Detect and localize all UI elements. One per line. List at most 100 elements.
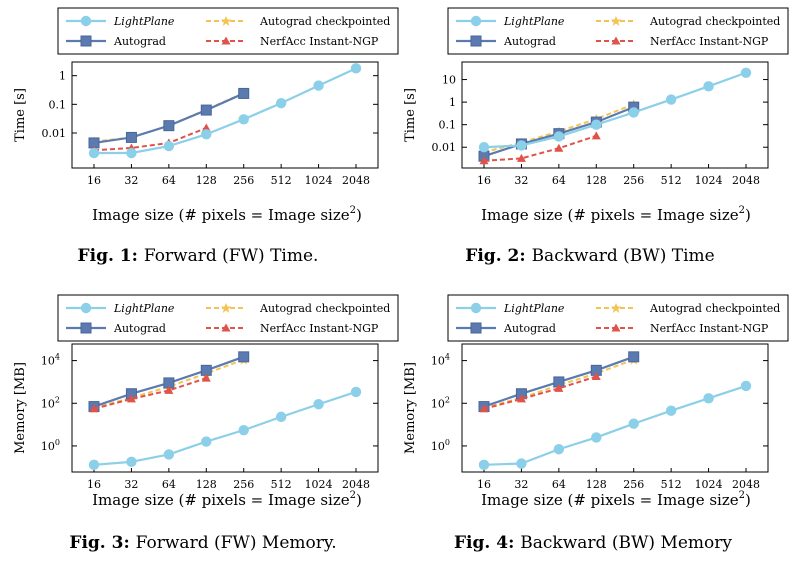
x-tick-label: 32 [514, 174, 528, 187]
series-line-lightplane [483, 71, 747, 149]
data-point-nerfacc [591, 131, 601, 140]
y-tick-exponent: 2 [55, 395, 60, 404]
data-point-lightplane [313, 399, 324, 410]
x-axis-label: Image size (# pixels = Image size2) [92, 205, 362, 224]
x-tick-label: 1024 [305, 174, 333, 187]
data-point-nerfacc [554, 383, 564, 392]
legend-label-nerfacc: NerfAcc Instant-NGP [260, 35, 379, 48]
data-point-lightplane [553, 131, 565, 142]
x-axis-label: Image size (# pixels = Image size2) [92, 490, 362, 509]
y-tick-label: 100 [41, 438, 60, 453]
y-tick-exponent: 0 [445, 438, 450, 447]
chart-panel-fw-memory: LightPlane Autograd checkpointed Autograd N… [13, 294, 399, 553]
legend-box [57, 294, 399, 342]
data-point-lightplane [591, 432, 602, 443]
legend-box [447, 7, 789, 55]
data-point-nerfacc [126, 394, 136, 403]
series-line-nerfacc [483, 134, 597, 162]
legend: LightPlane Autograd checkpointed Autograd N… [57, 7, 399, 55]
data-point-lightplane [126, 456, 137, 468]
legend-marker-autograd_checkpointed [611, 16, 621, 26]
data-point-lightplane [238, 424, 249, 436]
series-line-autograd [93, 92, 245, 145]
y-tick-label: 1 [449, 96, 456, 109]
x-tick-label: 1024 [695, 478, 723, 491]
legend-label-autograd_checkpointed: Autograd checkpointed [259, 302, 390, 315]
legend-marker-nerfacc [221, 36, 231, 45]
legend-marker-autograd_checkpointed [611, 303, 621, 313]
data-point-lightplane [201, 436, 212, 447]
data-point-nerfacc [554, 143, 564, 152]
legend-marker-autograd [470, 322, 482, 334]
y-axis-label: Memory [MB] [403, 362, 418, 454]
data-point-lightplane [88, 147, 100, 159]
series-autograd [88, 87, 250, 149]
legend-marker-autograd_checkpointed [221, 16, 231, 26]
x-tick-label: 2048 [342, 478, 370, 491]
series-line-nerfacc [483, 375, 597, 410]
data-point-lightplane [478, 459, 490, 471]
data-point-autograd [628, 351, 640, 363]
x-tick-label: 512 [271, 174, 292, 187]
figure-caption: Fig. 3: Forward (FW) Memory. [69, 533, 336, 553]
x-tick-label: 128 [586, 478, 607, 491]
x-tick-label: 512 [271, 478, 292, 491]
series-autograd_checkpointed [89, 87, 249, 147]
series-lightplane [478, 67, 752, 153]
data-point-lightplane [740, 67, 752, 78]
x-tick-label: 128 [586, 174, 607, 187]
data-point-lightplane [740, 380, 752, 392]
legend-label-nerfacc: NerfAcc Instant-NGP [260, 322, 379, 335]
data-point-lightplane [665, 94, 677, 105]
data-point-lightplane [628, 418, 639, 429]
y-tick-label: 100 [431, 438, 450, 453]
y-axis-label: Memory [MB] [13, 362, 28, 454]
x-tick-label: 16 [87, 478, 101, 491]
data-point-lightplane [703, 393, 714, 404]
x-tick-label: 1024 [305, 478, 333, 491]
series-autograd [88, 351, 250, 413]
legend-marker-lightplane [80, 302, 92, 314]
legend-marker-autograd [80, 35, 92, 47]
x-tick-label: 2048 [732, 174, 760, 187]
x-tick-label: 256 [233, 174, 254, 187]
data-point-lightplane [275, 97, 287, 109]
figure-caption: Fig. 2: Backward (BW) Time [465, 246, 714, 266]
data-point-autograd [125, 131, 137, 143]
legend-marker-lightplane [470, 302, 482, 314]
data-point-lightplane [88, 459, 100, 471]
series-line-lightplane [94, 67, 357, 155]
data-point-lightplane [553, 444, 565, 455]
data-point-nerfacc [201, 123, 211, 132]
legend-marker-autograd_checkpointed [221, 303, 231, 313]
y-tick-exponent: 4 [445, 353, 450, 362]
x-tick-label: 16 [477, 478, 491, 491]
y-tick-label: 0.1 [439, 119, 457, 132]
data-point-autograd [238, 87, 250, 99]
plot-frame [461, 61, 769, 169]
legend-marker-lightplane [80, 15, 92, 27]
legend-label-autograd: Autograd [113, 35, 166, 48]
y-tick-label: 0.01 [42, 127, 67, 140]
series-lightplane [88, 63, 362, 159]
data-point-autograd [238, 351, 250, 363]
data-point-nerfacc [201, 373, 211, 382]
data-point-nerfacc [164, 385, 174, 394]
series-line-nerfacc [93, 127, 207, 152]
data-point-lightplane [665, 405, 677, 416]
legend-label-autograd: Autograd [503, 35, 556, 48]
data-point-lightplane [703, 81, 714, 92]
legend-label-lightplane: LightPlane [113, 302, 175, 315]
legend-label-nerfacc: NerfAcc Instant-NGP [650, 322, 769, 335]
data-point-lightplane [478, 142, 490, 153]
series-line-nerfacc [93, 377, 207, 410]
plot-frame [71, 61, 379, 169]
y-tick-exponent: 0 [55, 438, 60, 447]
y-tick-label: 0.1 [49, 98, 67, 111]
data-point-lightplane [126, 147, 137, 159]
x-tick-label: 256 [233, 478, 254, 491]
data-point-nerfacc [479, 156, 489, 165]
series-nerfacc [479, 131, 601, 165]
y-tick-exponent: 2 [445, 395, 450, 404]
